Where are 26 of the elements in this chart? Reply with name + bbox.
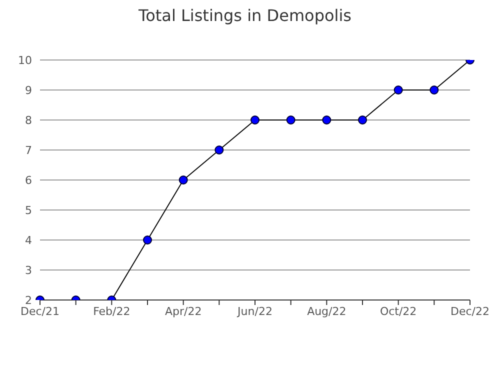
y-tick-label: 8	[25, 114, 32, 127]
y-tick-label: 6	[25, 174, 32, 187]
y-tick-label: 3	[25, 264, 32, 277]
x-tick-label: Aug/22	[307, 304, 346, 318]
point	[358, 116, 367, 124]
x-tick-label: Dec/22	[450, 304, 490, 318]
x-tick-label: Feb/22	[93, 304, 130, 318]
x-tick-label: Apr/22	[164, 304, 202, 318]
point	[178, 176, 188, 184]
y-tick-label: 7	[25, 144, 32, 157]
point	[322, 116, 332, 124]
point	[214, 146, 224, 154]
point	[430, 86, 439, 94]
y-tick-label: 5	[25, 204, 32, 217]
chart-title: Total Listings in Demopolis	[138, 6, 352, 25]
x-tick-label: Oct/22	[380, 304, 417, 318]
point	[143, 236, 152, 244]
y-tick-label: 10	[18, 54, 32, 67]
y-tick-label: 2	[25, 294, 32, 307]
point	[286, 116, 296, 124]
x-tick-label: Jun/22	[236, 304, 272, 318]
y-tick-label: 4	[25, 234, 32, 247]
point	[250, 116, 260, 124]
point	[394, 86, 403, 94]
x-tick-label: Dec/21	[20, 304, 60, 318]
y-tick-label: 9	[25, 84, 32, 97]
